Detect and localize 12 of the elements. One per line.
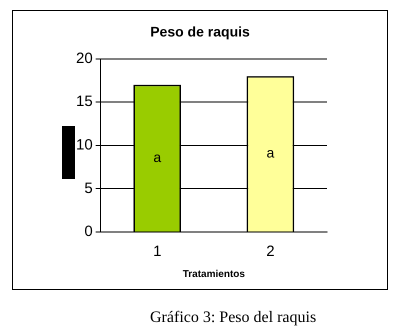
x-axis-title: Tratamientos — [182, 268, 246, 280]
y-tick-label: 15 — [76, 93, 93, 110]
x-tick-label: 2 — [266, 243, 275, 260]
y-tick-label: 5 — [84, 180, 93, 197]
y-tick-label: 20 — [76, 50, 93, 67]
y-tick-label: 10 — [76, 136, 93, 154]
data-label: a — [266, 144, 275, 161]
text: Gráfico 3: Peso del raquis — [150, 309, 316, 327]
chart-title: Peso de raquis — [150, 23, 250, 40]
x-tick-label: 1 — [153, 243, 162, 260]
y-tick-label: 0 — [84, 223, 93, 240]
data-label: a — [153, 149, 162, 165]
